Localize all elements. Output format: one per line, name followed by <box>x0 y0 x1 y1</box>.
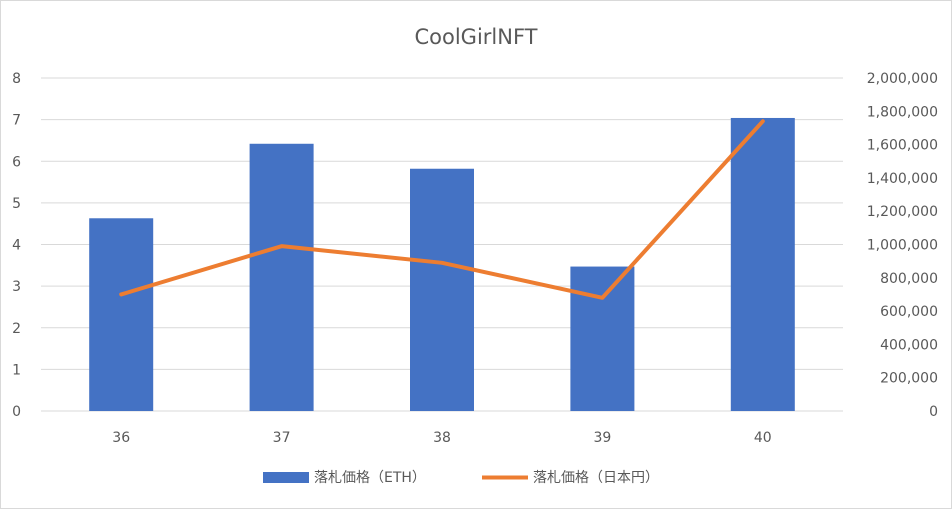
x-tick-label: 40 <box>754 430 772 446</box>
bar-series <box>89 117 795 412</box>
left-axis-ticks: 0 1 2 3 4 5 6 7 8 <box>12 71 21 420</box>
legend-bar-swatch <box>263 472 309 483</box>
left-tick-label: 0 <box>12 404 21 420</box>
right-tick-label: 400,000 <box>880 337 938 353</box>
legend-bar-label: 落札価格（ETH） <box>314 470 426 486</box>
left-tick-label: 7 <box>12 113 21 129</box>
bar <box>410 168 474 411</box>
right-tick-label: 200,000 <box>880 371 938 387</box>
x-tick-label: 38 <box>433 430 451 446</box>
bar <box>730 117 795 412</box>
bar <box>570 266 635 411</box>
left-tick-label: 2 <box>12 321 21 337</box>
right-tick-label: 1,200,000 <box>867 204 938 220</box>
left-tick-label: 1 <box>12 362 21 378</box>
bar <box>89 218 154 411</box>
left-tick-label: 4 <box>12 238 21 254</box>
left-tick-label: 8 <box>12 71 21 87</box>
right-tick-label: 600,000 <box>880 304 938 320</box>
right-tick-label: 1,000,000 <box>867 238 938 254</box>
x-tick-label: 36 <box>112 430 130 446</box>
right-tick-label: 2,000,000 <box>867 71 938 87</box>
legend-line-label: 落札価格（日本円） <box>533 470 659 486</box>
left-tick-label: 3 <box>12 279 21 295</box>
right-axis-ticks: 0 200,000 400,000 600,000 800,000 1,000,000 1,… <box>867 71 938 420</box>
x-tick-label: 39 <box>593 430 611 446</box>
bar <box>249 143 314 411</box>
left-tick-label: 6 <box>12 154 21 170</box>
chart-title: CoolGirlNFT <box>414 25 537 49</box>
right-tick-label: 800,000 <box>880 271 938 287</box>
left-tick-label: 5 <box>12 196 21 212</box>
right-tick-label: 1,800,000 <box>867 104 938 120</box>
line-series <box>119 119 765 300</box>
right-tick-label: 0 <box>929 404 938 420</box>
right-tick-label: 1,400,000 <box>867 171 938 187</box>
x-axis-ticks: 36 37 38 39 40 <box>112 430 771 446</box>
right-tick-label: 1,600,000 <box>867 138 938 154</box>
x-tick-label: 37 <box>273 430 291 446</box>
legend: 落札価格（ETH） 落札価格（日本円） <box>263 470 659 486</box>
